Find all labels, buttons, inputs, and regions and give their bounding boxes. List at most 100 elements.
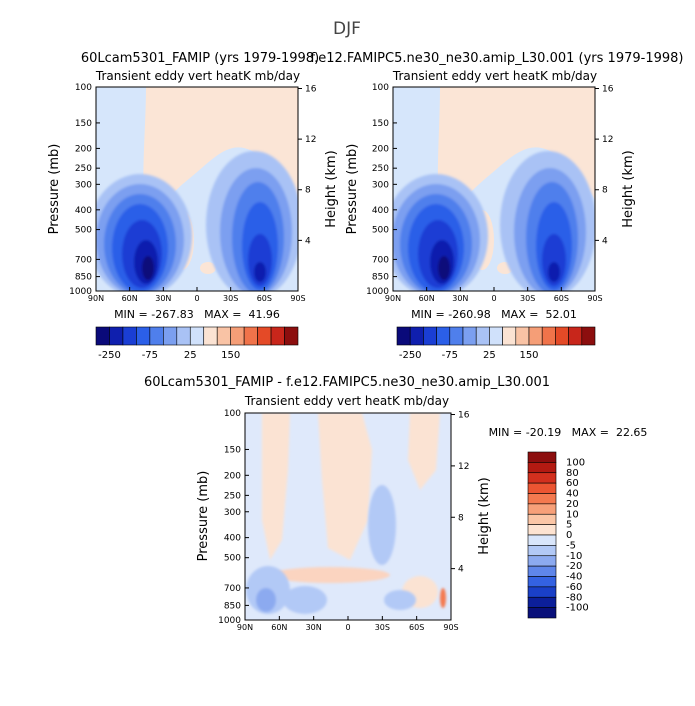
panel-left-nh-level-7 — [142, 256, 154, 280]
y2-tick-label: 8 — [602, 186, 608, 196]
colorbar-swatch — [527, 545, 557, 557]
y-tick-label: 250 — [75, 164, 92, 174]
panel-right-colorbar: -250 -75 25 150 — [396, 326, 596, 361]
y-tick-label: 250 — [372, 164, 389, 174]
colorbar-swatch — [527, 472, 557, 484]
x-tick-label: 30N — [306, 623, 322, 632]
panel-right-contours — [393, 87, 595, 291]
y-tick-label: 100 — [372, 83, 389, 93]
panel-right-nh-jet — [393, 174, 488, 291]
panel-diff-warm-band-low — [270, 567, 390, 583]
panel-left-title: 60Lcam5301_FAMIP (yrs 1979-1998) — [81, 51, 319, 66]
colorbar-swatch — [95, 326, 110, 346]
colorbar-swatch — [423, 326, 437, 346]
colorbar-swatch — [527, 607, 557, 619]
colorbar-swatch — [541, 326, 556, 346]
colorbar-swatch — [475, 326, 490, 346]
colorbar-label: -80 — [566, 592, 582, 603]
colorbar-swatch — [216, 326, 231, 346]
y-tick-label: 1000 — [366, 287, 389, 297]
colorbar-swatch — [436, 326, 451, 346]
y-tick-label: 400 — [372, 206, 389, 216]
x-tick-label: 30N — [155, 294, 171, 303]
colorbar-swatch — [581, 326, 596, 346]
colorbar-swatch — [555, 326, 569, 346]
x-tick-label: 60N — [271, 623, 287, 632]
y2-tick-label: 16 — [458, 411, 470, 421]
colorbar-swatch — [527, 513, 557, 525]
panel-left: 60Lcam5301_FAMIP (yrs 1979-1998) Transie… — [47, 51, 339, 361]
colorbar-label: 40 — [566, 489, 579, 500]
colorbar-label: 150 — [519, 350, 538, 361]
colorbar-swatch — [489, 326, 503, 346]
colorbar-label: 0 — [566, 530, 572, 541]
y2-tick-label: 4 — [458, 565, 464, 575]
colorbar-swatch — [527, 482, 557, 494]
y-tick-label: 700 — [372, 255, 389, 265]
panel-left-subtitle: Transient eddy vert heatK mb/day — [95, 69, 300, 83]
panel-right-title: f.e12.FAMIPC5.ne30_ne30.amip_L30.001 (yr… — [311, 51, 684, 66]
colorbar-swatch — [502, 326, 517, 346]
colorbar-label: 20 — [566, 499, 579, 510]
colorbar-label: -100 — [566, 603, 589, 614]
colorbar-swatch — [189, 326, 205, 346]
colorbar-label: -40 — [566, 572, 582, 583]
colorbar-swatch — [230, 326, 245, 346]
y2-tick-label: 4 — [602, 236, 608, 246]
colorbar-label: -5 — [566, 540, 576, 551]
panel-left-stats: MIN = -267.83 MAX = 41.96 — [114, 308, 280, 321]
colorbar-label: -75 — [142, 350, 158, 361]
panel-right: f.e12.FAMIPC5.ne30_ne30.amip_L30.001 (yr… — [311, 51, 684, 361]
x-tick-label: 0 — [345, 623, 350, 632]
panel-right-ylabel: Pressure (mb) — [345, 144, 360, 235]
panel-right-sh-level-6 — [548, 262, 560, 282]
x-tick-label: 90S — [290, 294, 305, 303]
panel-diff-cool-mid — [368, 485, 396, 565]
y2-tick-label: 12 — [458, 462, 469, 472]
x-tick-label: 90N — [88, 294, 104, 303]
panel-diff-warm-spot — [440, 588, 446, 608]
y-tick-label: 200 — [372, 144, 389, 154]
x-tick-label: 30S — [520, 294, 535, 303]
y-tick-label: 250 — [224, 491, 241, 501]
panel-left-nh-jet — [96, 174, 192, 291]
colorbar-swatch — [136, 326, 151, 346]
colorbar-swatch — [527, 565, 557, 577]
y-tick-label: 150 — [224, 445, 241, 455]
panel-left-y2label: Height (km) — [324, 150, 339, 227]
panel-left-colorbar: -250 -75 25 150 — [95, 326, 299, 361]
colorbar-swatch — [270, 326, 285, 346]
panel-diff-y2label: Height (km) — [477, 477, 492, 554]
colorbar-swatch — [396, 326, 411, 346]
panel-diff-ylabel: Pressure (mb) — [196, 471, 211, 562]
colorbar-label: 60 — [566, 478, 579, 489]
y-tick-label: 400 — [224, 534, 241, 544]
x-tick-label: 0 — [491, 294, 496, 303]
x-tick-label: 90N — [385, 294, 401, 303]
panel-diff-warm-areas — [262, 413, 446, 608]
colorbar-label: -10 — [566, 551, 582, 562]
colorbar-swatch — [122, 326, 137, 346]
colorbar-swatch — [284, 326, 299, 346]
y2-tick-label: 8 — [458, 513, 464, 523]
colorbar-swatch — [527, 493, 557, 505]
panel-right-nh-level-7 — [438, 256, 450, 280]
y2-tick-label: 16 — [305, 84, 317, 94]
x-tick-label: 90S — [587, 294, 602, 303]
y2-tick-label: 12 — [305, 135, 316, 145]
panel-left-sh-jet — [206, 151, 298, 291]
panel-right-subtitle: Transient eddy vert heatK mb/day — [392, 69, 597, 83]
colorbar-swatch — [462, 326, 477, 346]
colorbar-swatch — [243, 326, 258, 346]
colorbar-label: -20 — [566, 561, 582, 572]
panel-left-warm-region — [143, 87, 298, 230]
y-tick-label: 700 — [224, 584, 241, 594]
y2-tick-label: 8 — [305, 186, 311, 196]
panel-diff-cool-right — [384, 590, 416, 610]
y2-tick-label: 4 — [305, 236, 311, 246]
x-tick-label: 60S — [257, 294, 272, 303]
